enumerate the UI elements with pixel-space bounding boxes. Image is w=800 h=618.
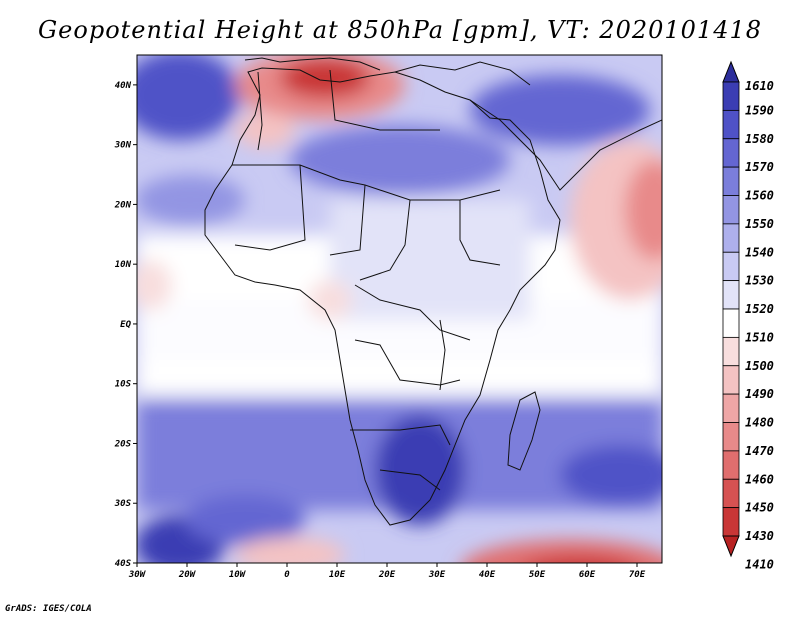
colorbar-label: 1430: [745, 529, 774, 543]
lon-label: 10E: [329, 570, 346, 580]
colorbar-label: 1580: [745, 132, 774, 146]
latitude-axis: 40N 30N 20N 10N EQ 10S 20S 30S 40S: [114, 81, 137, 569]
colorbar-band: [723, 423, 739, 451]
grads-credit: GrADS: IGES/COLA: [5, 604, 92, 614]
colorbar-label: 1500: [745, 359, 774, 373]
colorbar-band: [723, 451, 739, 479]
lon-label: 10W: [229, 570, 247, 580]
lat-label: 20S: [114, 439, 132, 449]
colorbar-label: 1530: [745, 274, 774, 288]
lon-label: 60E: [579, 570, 596, 580]
longitude-axis: 30W 20W 10W 0 10E 20E 30E 40E 50E 60E 70E: [128, 563, 646, 580]
map-figure: 30W 20W 10W 0 10E 20E 30E 40E 50E 60E 70E 40N 30N 20…: [0, 0, 800, 618]
colorbar-label: 1510: [745, 330, 774, 344]
colorbar-band: [723, 167, 739, 195]
lon-label: 50E: [529, 570, 546, 580]
colorbar-label: 1450: [745, 501, 774, 515]
lat-label: 40N: [115, 81, 132, 91]
lon-label: 40E: [479, 570, 496, 580]
colorbar-label: 1520: [745, 302, 774, 316]
lat-label: 40S: [115, 559, 132, 569]
lat-label: EQ: [120, 320, 131, 330]
colorbar-band: [723, 224, 739, 252]
lat-label: 10N: [115, 260, 132, 270]
colorbar-band: [723, 394, 739, 422]
colorbar-band: [723, 139, 739, 167]
lat-label: 30S: [114, 499, 132, 509]
colorbar-band: [723, 479, 739, 507]
colorbar-label: 1490: [745, 387, 774, 401]
colorbar-label: 1470: [745, 444, 774, 458]
colorbar-band: [723, 337, 739, 365]
colorbar-label: 1540: [745, 245, 774, 259]
colorbar-band: [723, 110, 739, 138]
colorbar: 1610 1590 1580 1570 1560 1550 1540 1530 1520 1510…: [723, 62, 774, 571]
lat-label: 20N: [114, 200, 132, 210]
colorbar-label: 1410: [745, 557, 774, 571]
colorbar-band: [723, 281, 739, 309]
colorbar-label: 1570: [745, 160, 774, 174]
colorbar-min-arrow: [723, 536, 739, 556]
colorbar-label: 1610: [745, 79, 774, 93]
lon-label: 30E: [428, 570, 446, 580]
lat-label: 30N: [114, 141, 132, 151]
colorbar-max-arrow: [723, 62, 739, 82]
lon-label: 0: [284, 570, 290, 580]
lon-label: 20W: [178, 570, 197, 580]
lat-label: 10S: [115, 380, 132, 390]
colorbar-band: [723, 252, 739, 280]
colorbar-band: [723, 309, 739, 337]
lon-label: 20E: [378, 570, 396, 580]
lon-label: 70E: [629, 570, 646, 580]
colorbar-label: 1480: [745, 416, 774, 430]
colorbar-band: [723, 508, 739, 536]
lon-label: 30W: [128, 570, 147, 580]
colorbar-label: 1590: [745, 103, 774, 117]
height-field: [120, 50, 690, 600]
colorbar-label: 1560: [745, 189, 774, 203]
colorbar-label: 1460: [745, 472, 774, 486]
colorbar-band: [723, 82, 739, 110]
colorbar-band: [723, 196, 739, 224]
colorbar-label: 1550: [745, 217, 774, 231]
colorbar-band: [723, 366, 739, 394]
